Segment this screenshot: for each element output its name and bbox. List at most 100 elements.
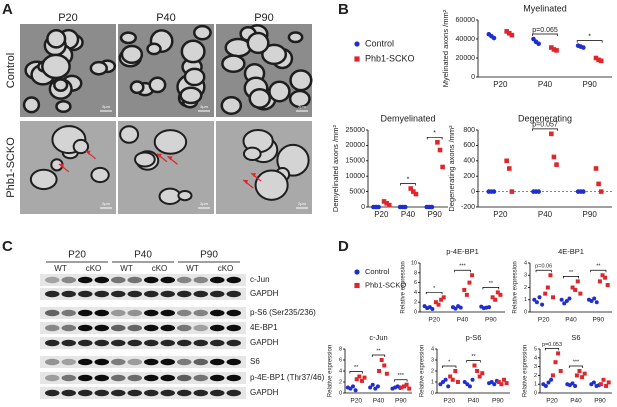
band (144, 374, 159, 382)
y-tick-label: -200 (461, 204, 475, 211)
band (111, 324, 126, 332)
point (549, 45, 554, 50)
blot-strip (40, 356, 246, 368)
axon (179, 86, 203, 105)
point (491, 35, 497, 41)
point (546, 380, 551, 385)
band (127, 339, 142, 347)
point (537, 295, 542, 300)
timepoint: P20 (68, 250, 86, 261)
point (578, 291, 583, 296)
band (177, 324, 192, 332)
point (554, 48, 559, 53)
y-tick-label: 10000 (346, 173, 366, 180)
point (574, 373, 579, 378)
chart-title: 4E-BP1 (558, 247, 584, 256)
point (493, 297, 498, 302)
x-tick-label: P40 (468, 398, 480, 405)
band (226, 374, 241, 382)
point (601, 377, 606, 382)
x-tick-label: P20 (493, 210, 508, 219)
point (593, 55, 599, 61)
x-tick-label: P20 (374, 210, 389, 219)
point (567, 296, 572, 301)
band (94, 339, 109, 347)
scale-bar-label: 2μm (200, 104, 209, 109)
band (78, 339, 93, 347)
point (446, 384, 451, 389)
point (558, 369, 563, 373)
significance-label: *** (573, 359, 580, 365)
point (384, 201, 389, 206)
significance-bracket (590, 269, 607, 273)
band (193, 324, 208, 332)
point (470, 377, 475, 382)
significance-bracket (544, 348, 560, 351)
y-tick-label: 5 (534, 346, 537, 352)
x-tick-label: P90 (492, 398, 504, 405)
point (605, 283, 610, 288)
legend-marker (354, 282, 360, 289)
blot-strip (40, 274, 246, 286)
point (408, 186, 414, 191)
x-tick-label: P40 (538, 80, 553, 89)
x-tick-label: P40 (373, 398, 385, 405)
band (111, 374, 126, 382)
axon (120, 44, 144, 65)
axon (90, 166, 110, 184)
panel-label: B (338, 1, 349, 18)
axon (29, 168, 58, 191)
axon (72, 138, 90, 155)
point (382, 363, 387, 368)
band (226, 339, 241, 347)
band (78, 358, 93, 366)
y-axis-label: Myelinated axons /mm² (441, 9, 450, 87)
point (582, 371, 587, 376)
chart-title: c-Jun (369, 333, 387, 342)
point (573, 287, 578, 292)
point (496, 380, 501, 384)
band (61, 339, 76, 347)
y-tick-label: 1 (431, 379, 434, 385)
band (94, 324, 109, 332)
band-label: GAPDH (250, 338, 279, 347)
chart-title: Myelinated (523, 3, 567, 13)
point (402, 384, 406, 389)
point (433, 300, 438, 305)
point (551, 47, 557, 52)
y-tick-label: 600 (463, 142, 475, 149)
point (450, 377, 455, 382)
x-tick-label: P40 (401, 210, 416, 219)
point (370, 382, 375, 387)
band (45, 389, 60, 397)
chart-title: p-4E-BP1 (446, 247, 479, 256)
significance-label: * (407, 176, 410, 183)
band (193, 389, 208, 397)
point (384, 371, 389, 376)
y-axis-label: Demyelinated axons /mm² (331, 124, 340, 212)
band (210, 290, 225, 298)
significance-bracket (482, 287, 500, 290)
point (573, 383, 578, 388)
point (553, 360, 558, 365)
point (592, 296, 597, 301)
y-axis-label: Relative expression (420, 345, 426, 397)
point (551, 295, 556, 300)
y-tick-label: 6 (414, 280, 417, 286)
band (45, 324, 60, 332)
chart-title: S6 (571, 333, 580, 342)
y-axis-label: Relative expression (328, 345, 334, 397)
point (430, 307, 435, 312)
band (111, 309, 126, 317)
point (489, 380, 494, 384)
x-tick-label: P90 (485, 317, 497, 324)
y-tick-label: 2 (414, 300, 417, 306)
blot-strip (40, 337, 246, 349)
significance-label: ** (569, 270, 574, 276)
y-tick-label: 2 (339, 379, 342, 385)
genotype: cKO (152, 264, 168, 273)
point (357, 374, 362, 379)
x-tick-label: P40 (457, 317, 469, 324)
band (111, 339, 126, 347)
significance-bracket (532, 128, 558, 131)
